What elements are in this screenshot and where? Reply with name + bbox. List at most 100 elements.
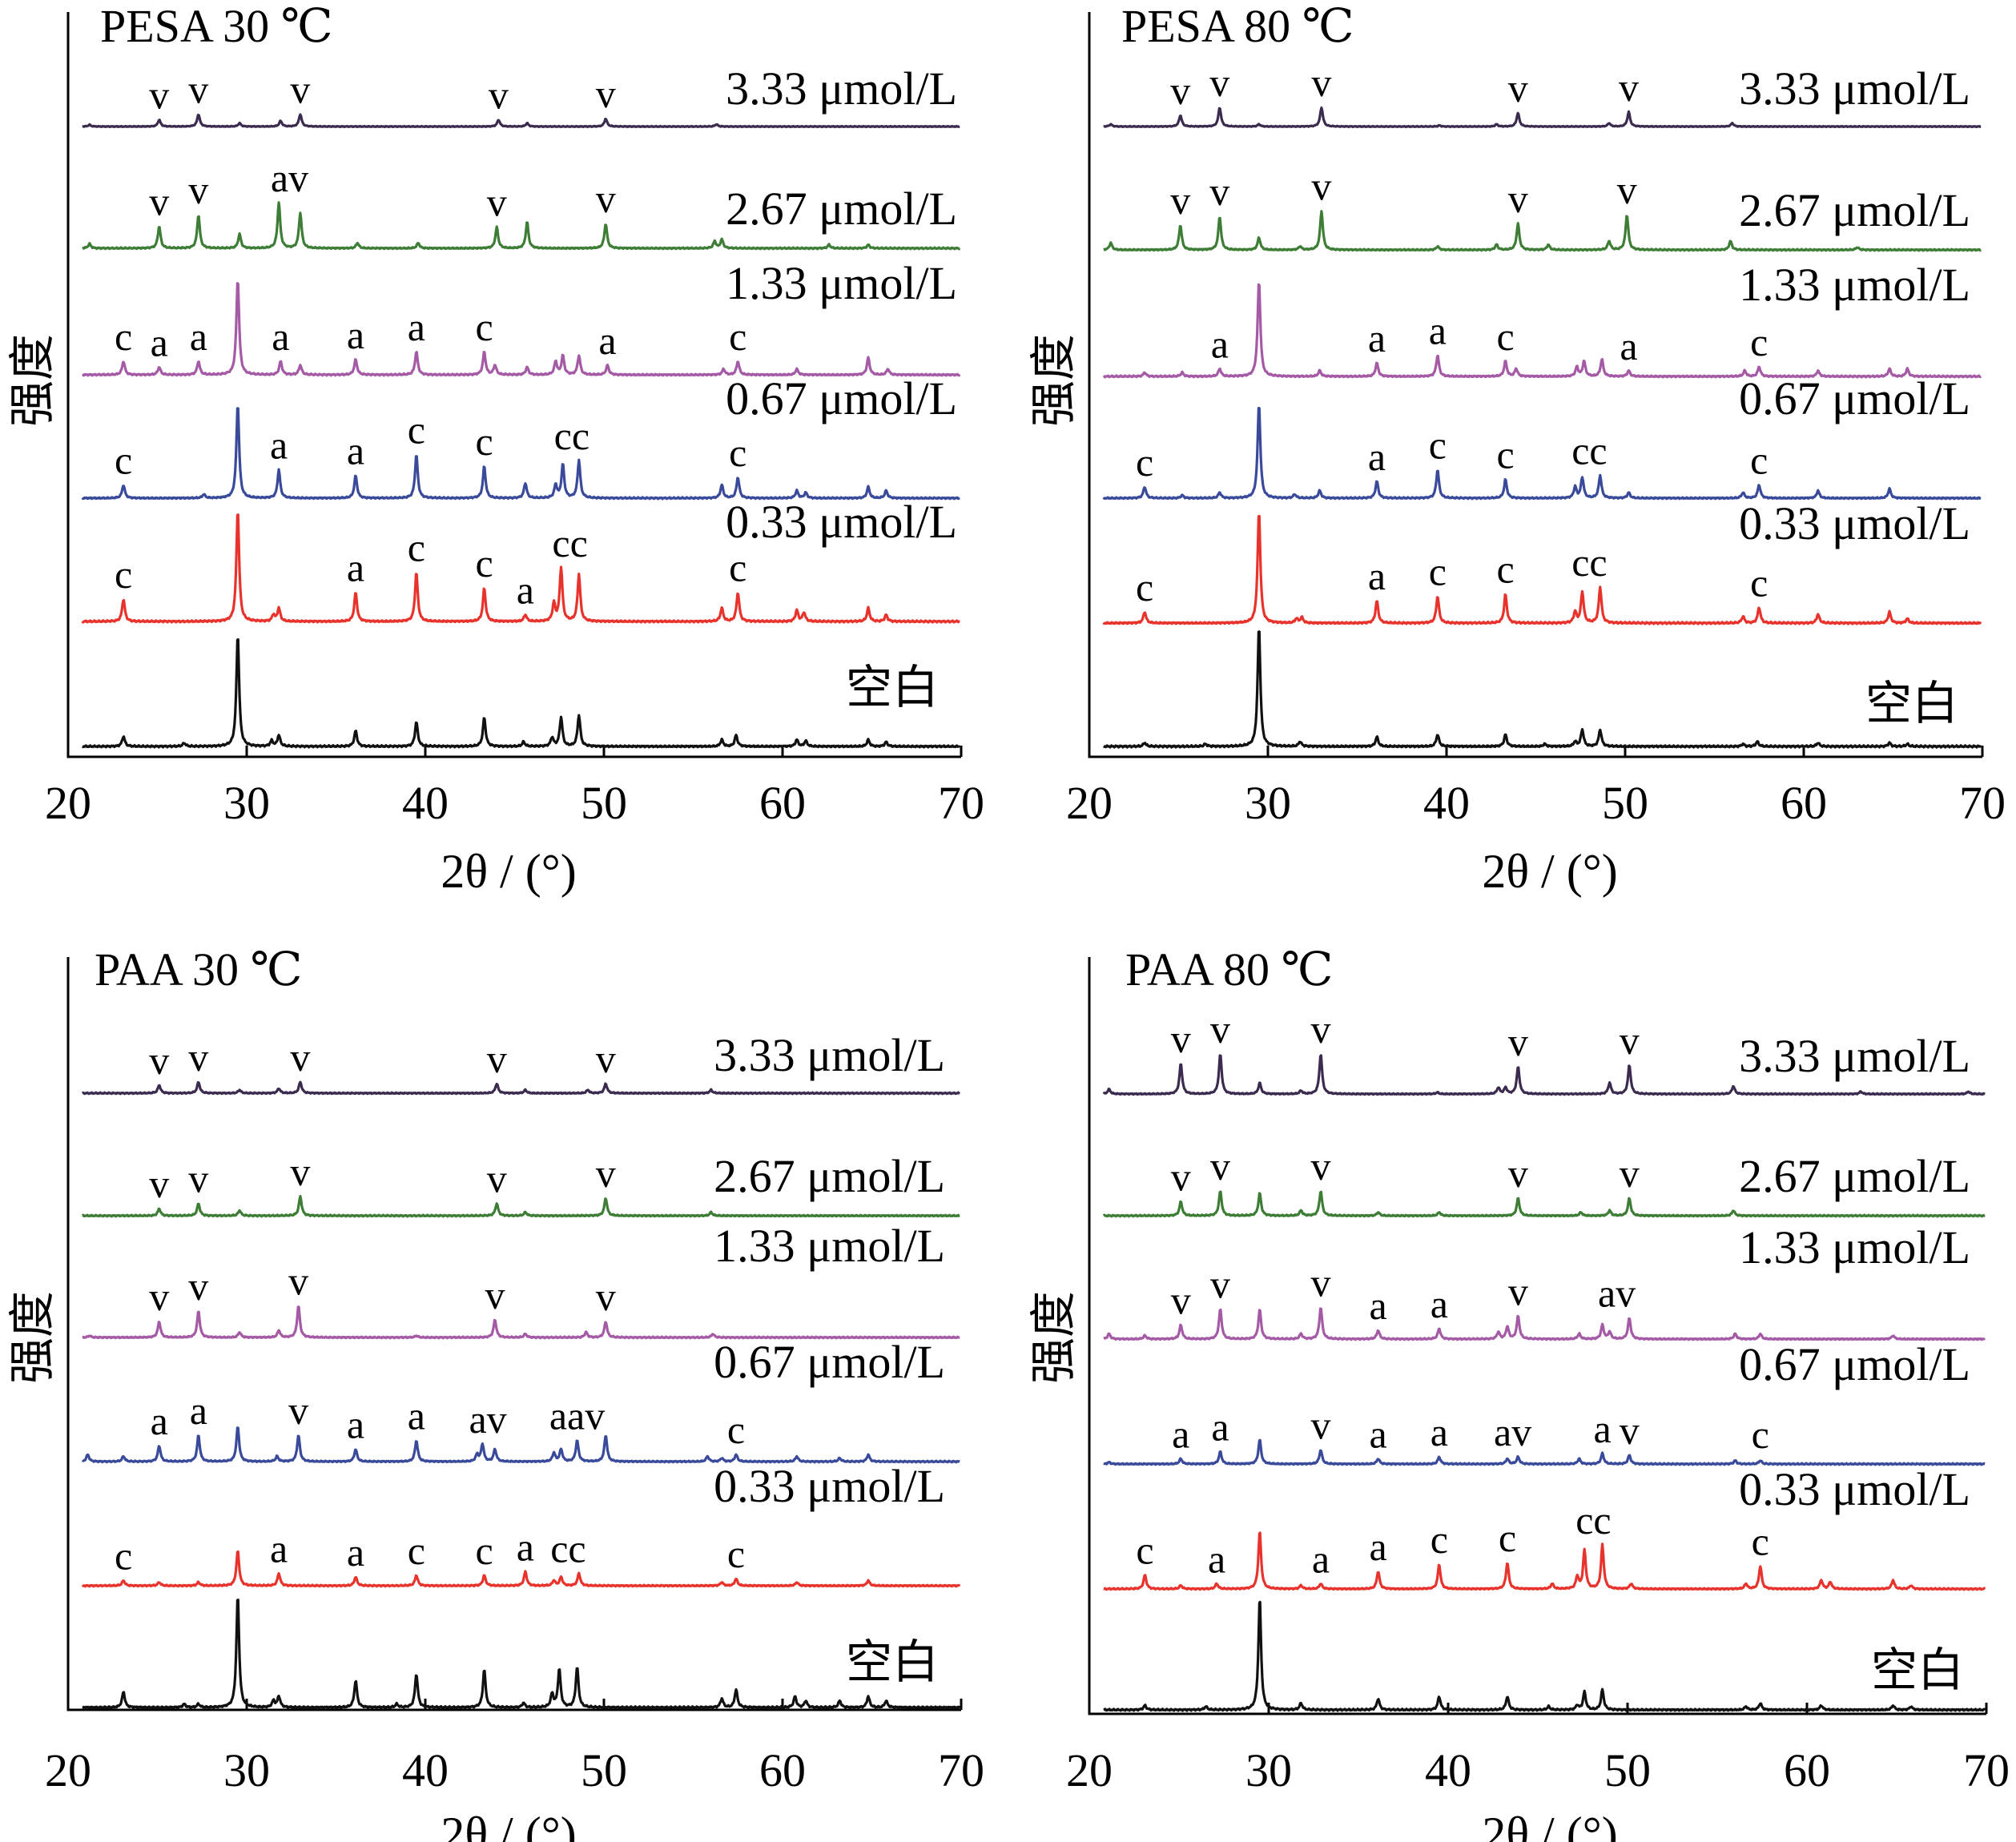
peak-label: a [1368, 434, 1386, 479]
peak-label: c [1750, 560, 1768, 605]
x-tick-label: 20 [1066, 1744, 1113, 1796]
series-line [82, 1599, 961, 1710]
peak-label: v [1171, 1154, 1191, 1199]
peak-label: c [408, 408, 425, 452]
peak-label: v [1508, 66, 1528, 111]
series-line [81, 407, 960, 501]
x-axis-label: 2θ / (°) [1482, 1808, 1617, 1842]
series-line [81, 513, 960, 624]
peak-label: a [1368, 553, 1386, 598]
series-label: 1.33 μmol/L [726, 257, 957, 309]
peak-label: v [149, 73, 169, 118]
blank-label: 空白 [1871, 1643, 1964, 1697]
x-tick-label: 30 [223, 777, 270, 829]
peak-label: v [1620, 1018, 1640, 1063]
peak-label: v [1209, 169, 1229, 214]
peak-label: v [1310, 1007, 1330, 1052]
series-label: 2.67 μmol/L [1739, 1150, 1970, 1202]
peak-label: c [1496, 432, 1514, 477]
peak-label: c [408, 525, 425, 569]
series-label: 0.33 μmol/L [1739, 1463, 1970, 1515]
peak-label: cc [1571, 428, 1607, 473]
peak-label: v [1310, 1260, 1330, 1305]
peak-label: v [1210, 1262, 1230, 1307]
series-label: 0.33 μmol/L [1739, 497, 1970, 549]
series-line [82, 282, 961, 377]
series-label: 0.33 μmol/L [714, 1460, 945, 1512]
x-tick-label: 20 [1066, 777, 1113, 829]
series-label: 0.67 μmol/L [1739, 1338, 1970, 1390]
peak-label: a [1370, 1411, 1387, 1456]
peak-label: a [151, 320, 168, 364]
peak-label: a [517, 568, 534, 613]
peak-label: v [1508, 1020, 1528, 1064]
peak-label: a [270, 423, 288, 468]
peak-label: a [1208, 1536, 1225, 1581]
peak-label: c [475, 304, 493, 349]
series-line [1103, 630, 1982, 749]
peak-label: v [149, 1274, 169, 1319]
x-tick-label: 30 [1245, 1744, 1292, 1796]
peak-label: c [729, 430, 746, 475]
series-line [1103, 1438, 1986, 1466]
peak-label: a [190, 314, 207, 359]
y-axis-label: 强度 [1026, 1291, 1080, 1384]
panel-pesa-30: PESA 30 ℃ 强度 2θ / (°) 空白 20 30 40 50 60 70 3.3… [5, 0, 984, 898]
peak-label: v [487, 1156, 507, 1201]
peak-label: v [1311, 60, 1331, 105]
panel-paa-30: PAA 30 ℃ 强度 2θ / (°) 空白 20 30 40 50 60 70 3.33… [5, 943, 984, 1842]
peak-label: c [475, 541, 493, 585]
peak-label: av [469, 1397, 506, 1442]
series-line [82, 113, 960, 129]
peak-label: c [1429, 549, 1447, 593]
peak-label: a [1429, 308, 1447, 353]
panel-title: PESA 80 ℃ [1121, 0, 1354, 52]
y-axis-label: 强度 [5, 1291, 59, 1384]
peak-label: c [727, 1531, 745, 1576]
x-axis-label: 2θ / (°) [1482, 845, 1617, 898]
x-tick-label: 60 [759, 1744, 806, 1796]
peak-label: c [1750, 320, 1768, 364]
peak-label: v [188, 1035, 208, 1080]
series-label: 3.33 μmol/L [1739, 62, 1970, 115]
series-line [1102, 283, 1982, 379]
peak-label: a [347, 1402, 364, 1447]
panel-title: PESA 30 ℃ [100, 0, 333, 52]
peak-label: v [1508, 176, 1528, 221]
peak-label: a [1431, 1410, 1448, 1454]
peak-label: c [115, 1533, 132, 1578]
series-label: 1.33 μmol/L [1739, 1221, 1970, 1273]
peak-label: v [188, 67, 208, 112]
peak-label: a [408, 304, 425, 349]
series-line [1102, 407, 1982, 501]
peak-label: v [487, 180, 507, 225]
peak-label: v [1209, 60, 1229, 105]
peak-label: c [1136, 440, 1153, 485]
peak-label: c [727, 1407, 745, 1452]
peak-label: c [729, 314, 746, 359]
peak-label: c [1429, 423, 1447, 468]
series-label: 0.33 μmol/L [726, 496, 957, 548]
x-tick-label: 60 [1784, 1744, 1830, 1796]
peak-label: v [596, 71, 616, 116]
series-line [1102, 1190, 1986, 1218]
peak-label: c [115, 552, 132, 597]
x-tick-label: 40 [402, 1744, 449, 1796]
y-axis-label: 强度 [1026, 334, 1080, 427]
panel-title: PAA 30 ℃ [95, 943, 302, 995]
peak-label: a [190, 1388, 207, 1433]
peak-label: v [1508, 1269, 1528, 1313]
peak-label: c [115, 437, 132, 482]
series-line [1103, 107, 1982, 129]
x-tick-label: 50 [581, 1744, 627, 1796]
series-line [81, 1080, 960, 1096]
peak-label: v [596, 1151, 616, 1196]
peak-label: v [489, 73, 509, 118]
peak-label: cc [552, 521, 587, 565]
peak-label: a [347, 1530, 364, 1575]
peak-label: a [272, 314, 289, 359]
peak-label: c [729, 545, 746, 590]
series-label: 0.67 μmol/L [726, 372, 957, 424]
peak-label: v [1210, 1007, 1230, 1052]
peak-label: a [1211, 1405, 1229, 1450]
